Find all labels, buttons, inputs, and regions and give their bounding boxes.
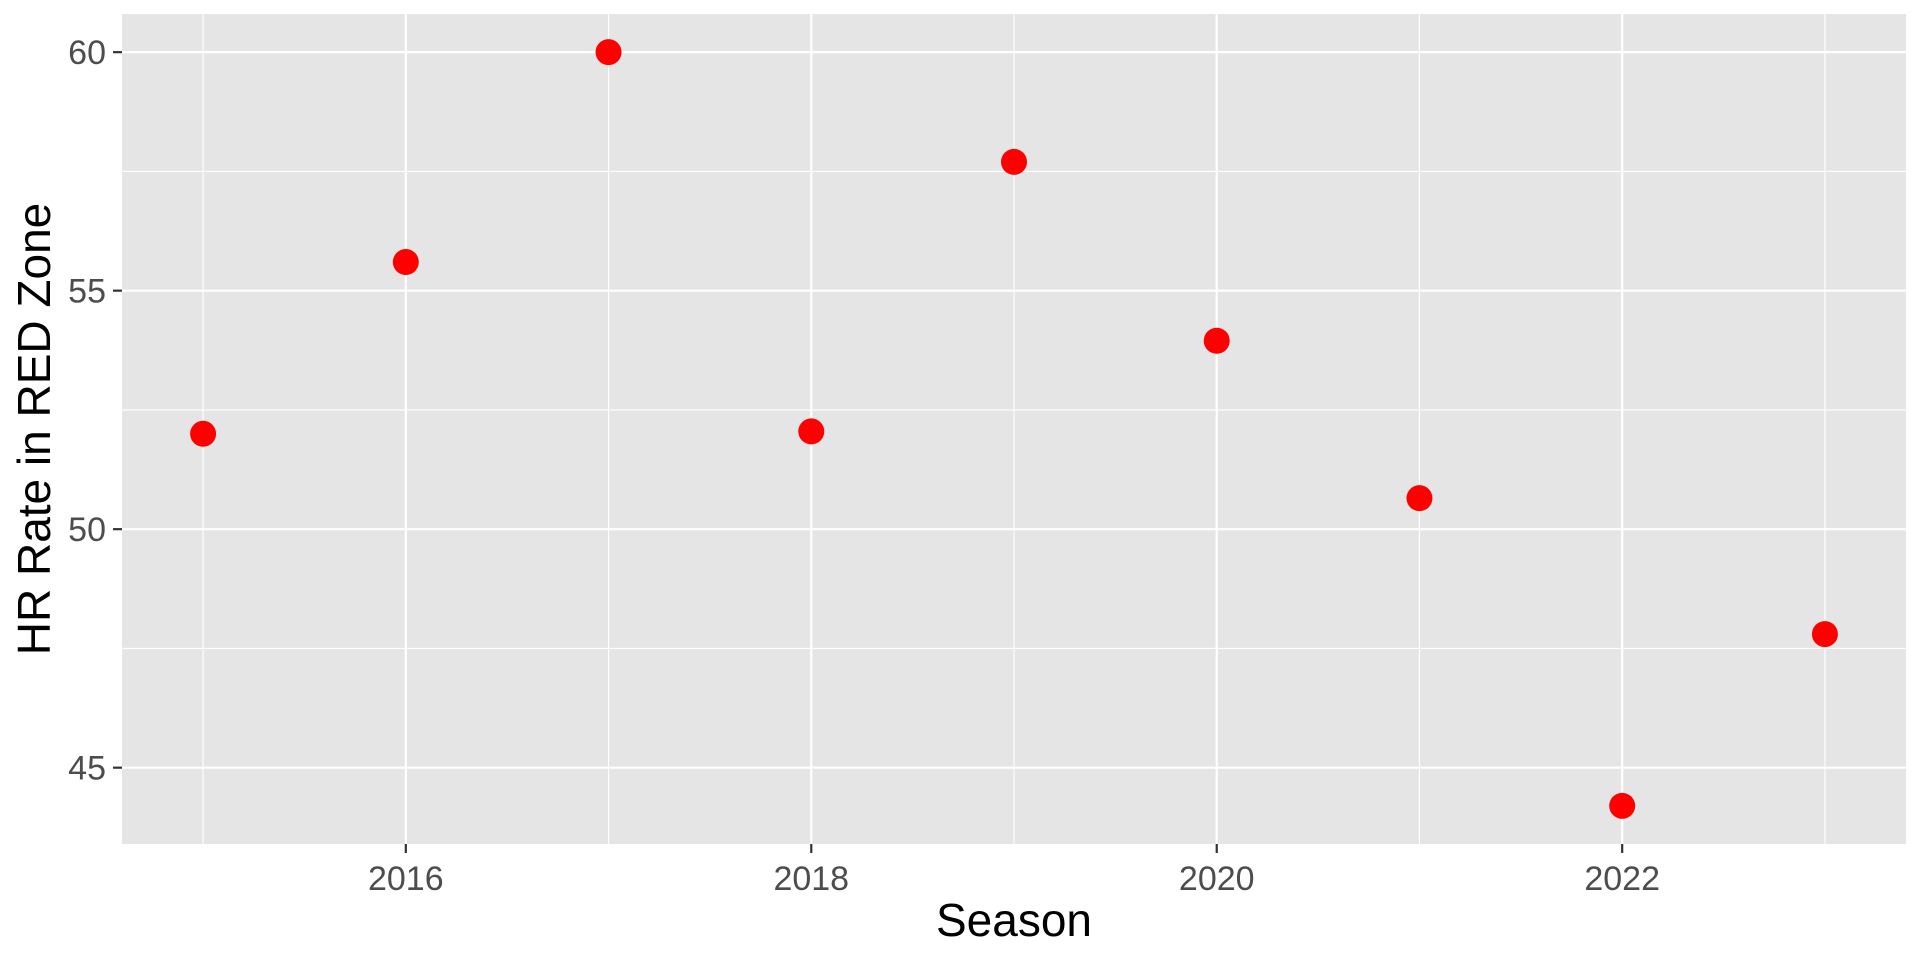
data-points	[190, 39, 1838, 819]
x-tick-label: 2016	[368, 860, 444, 898]
y-axis-ticks: 45 50 55 60	[68, 34, 122, 788]
y-tick-label: 45	[68, 750, 106, 788]
x-tick-label: 2018	[773, 860, 849, 898]
y-axis-title: HR Rate in RED Zone	[8, 203, 60, 656]
y-tick-label: 60	[68, 34, 106, 72]
data-point	[1406, 485, 1433, 512]
x-tick-label: 2020	[1179, 860, 1255, 898]
data-point	[798, 418, 825, 445]
x-axis-title: Season	[936, 894, 1092, 946]
y-tick-label: 55	[68, 273, 106, 311]
data-point	[1203, 327, 1230, 354]
data-point	[1811, 621, 1838, 648]
x-tick-label: 2022	[1584, 860, 1660, 898]
data-point	[1001, 148, 1027, 175]
data-point	[595, 39, 622, 66]
data-point	[190, 420, 217, 447]
data-point	[1609, 792, 1636, 819]
x-axis-ticks: 2016 2018 2020 2022	[368, 844, 1660, 898]
y-tick-label: 50	[68, 511, 106, 549]
data-point	[392, 249, 419, 276]
